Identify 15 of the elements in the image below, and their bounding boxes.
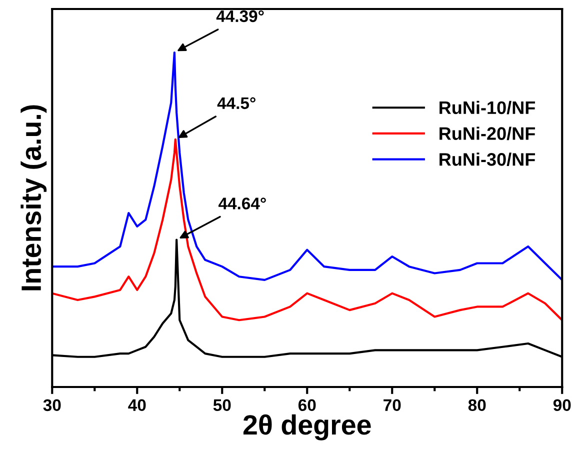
- annotation: 44.39°: [216, 10, 264, 22]
- legend-label: RuNi-20/NF: [440, 126, 536, 140]
- x-tick-label: 90: [553, 399, 571, 412]
- legend-label: RuNi-30/NF: [440, 152, 536, 166]
- legend-label: RuNi-10/NF: [440, 100, 536, 114]
- x-tick-label: 60: [298, 399, 316, 412]
- y-axis-title: Intensity (a.u.): [20, 105, 47, 290]
- x-tick-label: 30: [43, 399, 61, 412]
- annotation: 44.5°: [217, 97, 256, 110]
- x-tick-label: 70: [384, 399, 401, 412]
- annotation: 44.64°: [218, 198, 266, 210]
- x-tick-label: 40: [128, 399, 146, 412]
- x-tick-label: 50: [213, 399, 231, 412]
- x-axis-title: 2θ degree: [243, 414, 371, 440]
- x-tick-label: 80: [468, 399, 486, 412]
